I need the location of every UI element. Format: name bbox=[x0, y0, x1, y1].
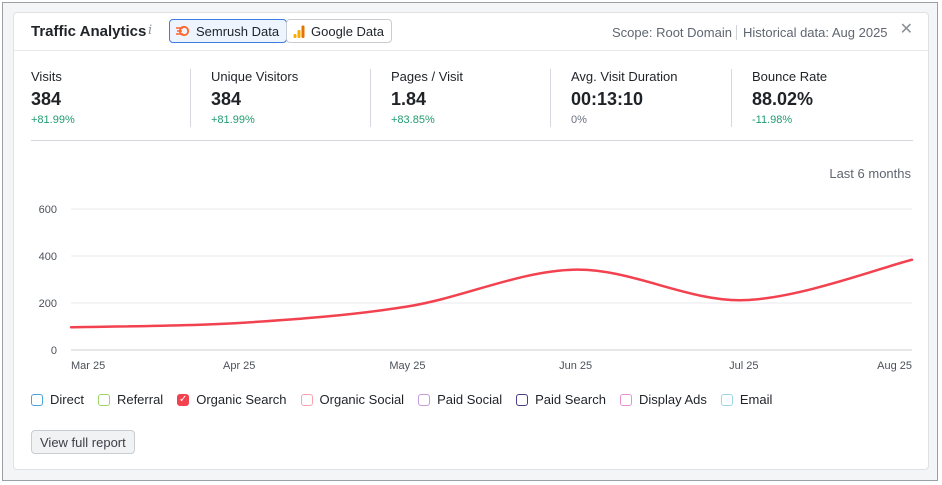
x-tick-label: Jul 25 bbox=[729, 360, 758, 372]
metric-value: 384 bbox=[211, 89, 242, 109]
traffic-line-chart: 0 200 400 600 Mar 25 Apr 25 May 25 Jun 25 Jul 25… bbox=[39, 204, 914, 372]
legend-label: Email bbox=[739, 392, 773, 407]
google-data-label: Google Data bbox=[311, 23, 384, 39]
historical-data-label: Historical data: Aug 2025 bbox=[743, 25, 888, 40]
metric-delta: +83.85% bbox=[391, 114, 435, 126]
semrush-data-label: Semrush Data bbox=[196, 23, 280, 39]
traffic-analytics-widget: Traffic Analytics i Semrush Data Google … bbox=[13, 12, 929, 470]
metric-divider bbox=[550, 69, 551, 127]
semrush-data-button[interactable]: Semrush Data bbox=[169, 19, 288, 43]
metric-delta: +81.99% bbox=[211, 114, 255, 126]
legend-item[interactable]: ✓ Organic Search bbox=[177, 392, 287, 407]
checkbox-icon[interactable] bbox=[97, 393, 110, 406]
metric-delta: -11.98% bbox=[752, 114, 793, 126]
legend-label: Paid Search bbox=[535, 392, 606, 407]
checkbox-icon[interactable] bbox=[516, 393, 529, 406]
checkbox-icon[interactable] bbox=[300, 393, 313, 406]
metric-label: Visits bbox=[31, 69, 62, 84]
legend-item[interactable]: Paid Search bbox=[516, 392, 606, 407]
metric-label: Pages / Visit bbox=[391, 69, 464, 84]
checkbox-checked-icon[interactable]: ✓ bbox=[177, 393, 190, 406]
metric-delta: 0% bbox=[571, 114, 587, 126]
checkbox-icon[interactable] bbox=[619, 393, 632, 406]
checkbox-icon[interactable] bbox=[31, 393, 43, 406]
legend-item[interactable]: Paid Social bbox=[418, 392, 502, 407]
info-icon[interactable]: i bbox=[148, 23, 153, 38]
y-tick-label: 400 bbox=[39, 251, 57, 263]
metric-value: 88.02% bbox=[752, 89, 814, 109]
legend-label: Paid Social bbox=[437, 392, 503, 407]
series-line-organic-search bbox=[69, 258, 914, 329]
semrush-logo-icon bbox=[176, 25, 190, 37]
metric-divider bbox=[190, 69, 191, 127]
widget-header: Traffic Analytics i Semrush Data Google … bbox=[14, 13, 928, 51]
close-icon[interactable]: ✕ bbox=[899, 21, 913, 38]
metric-value: 1.84 bbox=[391, 89, 427, 109]
legend-label: Organic Search bbox=[196, 392, 287, 407]
metric-label: Avg. Visit Duration bbox=[571, 69, 678, 84]
metric-visits: Visits 384 +81.99% bbox=[31, 69, 201, 126]
legend-label: Display Ads bbox=[638, 392, 707, 407]
google-analytics-icon bbox=[293, 25, 305, 38]
view-full-report-button[interactable]: View full report bbox=[31, 430, 135, 454]
metric-bounce-rate: Bounce Rate 88.02% -11.98% bbox=[752, 69, 922, 126]
chart-legend: Direct Referral ✓ Organic Search Organic Soc… bbox=[31, 392, 786, 407]
metric-divider bbox=[370, 69, 371, 127]
legend-item[interactable]: Email bbox=[720, 392, 773, 407]
metric-pages-per-visit: Pages / Visit 1.84 +83.85% bbox=[391, 69, 561, 126]
metric-label: Bounce Rate bbox=[752, 69, 828, 84]
scope-label: Scope: Root Domain bbox=[612, 25, 732, 40]
x-tick-label: Mar 25 bbox=[71, 360, 105, 372]
metric-avg-visit-duration: Avg. Visit Duration 00:13:10 0% bbox=[571, 69, 741, 126]
y-tick-label: 200 bbox=[39, 298, 57, 310]
metric-label: Unique Visitors bbox=[211, 69, 299, 84]
legend-item[interactable]: Display Ads bbox=[619, 392, 707, 407]
metric-divider bbox=[731, 69, 732, 127]
metrics-divider bbox=[31, 140, 913, 141]
checkbox-icon[interactable] bbox=[418, 393, 431, 406]
x-tick-label: Apr 25 bbox=[223, 360, 255, 372]
x-tick-label: Aug 25 bbox=[877, 360, 912, 372]
x-tick-label: May 25 bbox=[389, 360, 425, 372]
legend-label: Organic Social bbox=[319, 392, 405, 407]
header-separator bbox=[736, 25, 737, 40]
x-tick-label: Jun 25 bbox=[559, 360, 592, 372]
y-tick-label: 600 bbox=[39, 204, 57, 216]
legend-label: Direct bbox=[50, 392, 84, 407]
metric-value: 384 bbox=[31, 89, 62, 109]
metric-value: 00:13:10 bbox=[571, 89, 644, 109]
legend-item[interactable]: Direct bbox=[31, 392, 84, 407]
y-tick-label: 0 bbox=[51, 345, 57, 357]
metric-unique-visitors: Unique Visitors 384 +81.99% bbox=[211, 69, 381, 126]
legend-item[interactable]: Referral bbox=[97, 392, 164, 407]
checkbox-icon[interactable] bbox=[720, 393, 733, 406]
date-range-label[interactable]: Last 6 months bbox=[829, 166, 911, 181]
metric-delta: +81.99% bbox=[31, 114, 75, 126]
google-data-button[interactable]: Google Data bbox=[286, 19, 392, 43]
widget-title: Traffic Analytics bbox=[31, 23, 147, 40]
legend-label: Referral bbox=[116, 392, 164, 407]
legend-item[interactable]: Organic Social bbox=[300, 392, 405, 407]
